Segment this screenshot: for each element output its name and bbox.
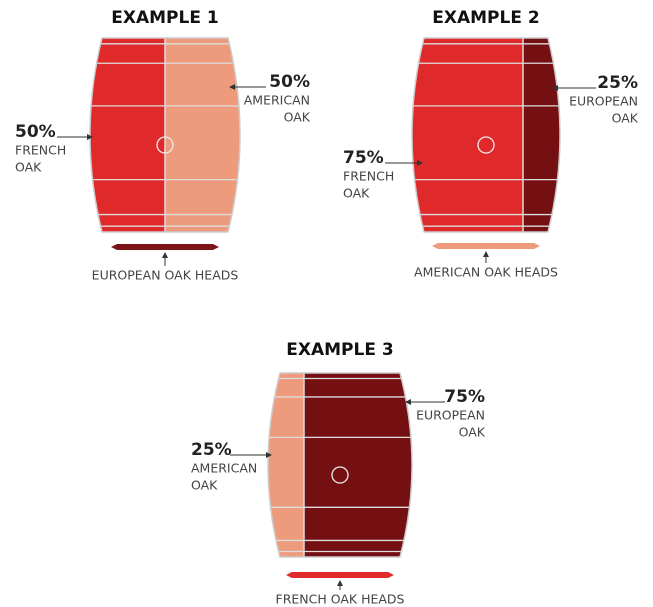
percent-label: 50% — [15, 122, 56, 142]
heads-label: FRENCH OAK HEADS — [276, 592, 405, 607]
example-title: EXAMPLE 1 — [111, 8, 218, 28]
percent-label: 25% — [597, 73, 638, 93]
percent-label: 75% — [444, 387, 485, 407]
segment-name: AMERICAN — [244, 93, 310, 108]
segment-name: FRENCH — [343, 169, 394, 184]
segment-name: EUROPEAN — [569, 94, 638, 109]
segment-name: OAK — [15, 160, 42, 175]
heads-bar — [111, 244, 219, 250]
heads-bar — [286, 572, 394, 578]
barrel — [80, 38, 250, 232]
percent-label: 50% — [269, 72, 310, 92]
heads-bar — [432, 243, 540, 249]
segment-name: OAK — [612, 111, 639, 126]
percent-label: 75% — [343, 148, 384, 168]
example-title: EXAMPLE 2 — [432, 8, 539, 28]
segment-name: AMERICAN — [191, 461, 257, 476]
barrel — [402, 38, 570, 232]
segment-name: OAK — [191, 478, 218, 493]
segment-name: OAK — [284, 110, 311, 125]
barrel-segment — [412, 38, 523, 232]
example-title: EXAMPLE 3 — [286, 340, 393, 360]
segment-name: OAK — [459, 425, 486, 440]
percent-label: 25% — [191, 440, 232, 460]
heads-label: EUROPEAN OAK HEADS — [92, 268, 239, 283]
barrel-segment — [304, 373, 412, 557]
heads-label: AMERICAN OAK HEADS — [414, 265, 558, 280]
segment-name: EUROPEAN — [416, 408, 485, 423]
barrel — [258, 373, 422, 557]
segment-name: OAK — [343, 186, 370, 201]
barrel-segment — [165, 38, 240, 232]
segment-name: FRENCH — [15, 143, 66, 158]
barrel-segment — [90, 38, 165, 232]
barrel-diagram: EXAMPLE 150%FRENCHOAK50%AMERICANOAKEUROP… — [0, 0, 653, 607]
